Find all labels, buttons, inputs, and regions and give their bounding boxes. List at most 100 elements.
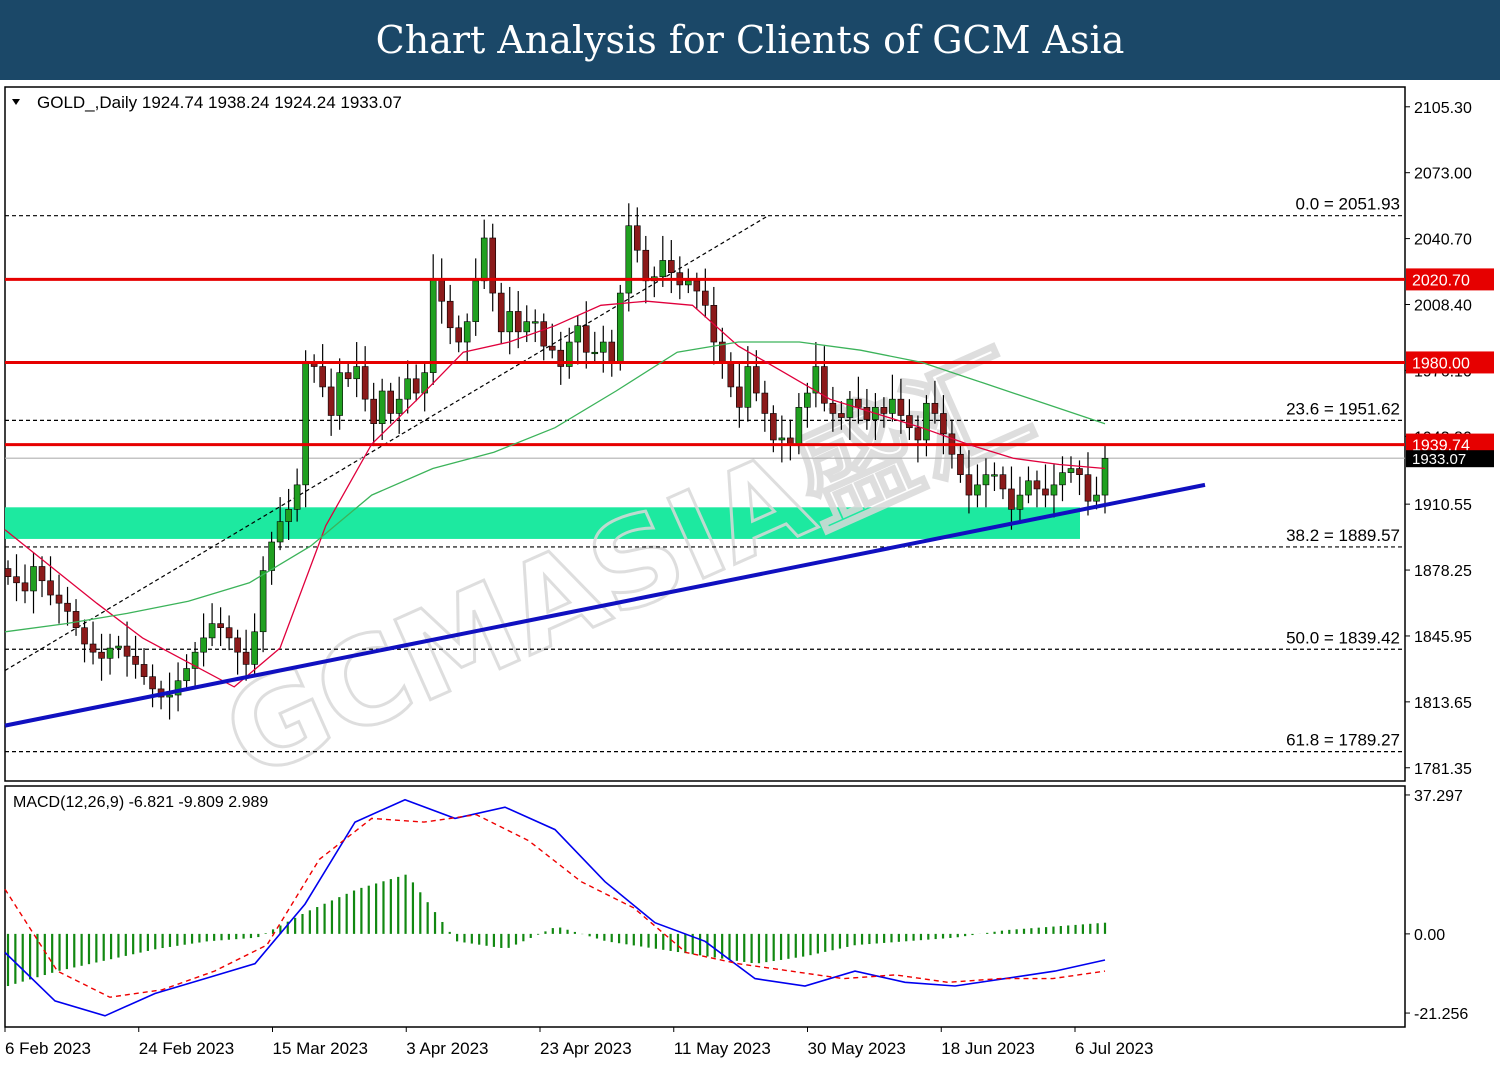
candle-body <box>268 541 275 571</box>
candle-body <box>242 651 250 665</box>
candle-body <box>140 664 148 677</box>
macd-tick-label: 37.297 <box>1414 788 1463 805</box>
support-trendline <box>4 482 1206 728</box>
candle-body <box>327 386 335 416</box>
candle-body <box>523 321 531 333</box>
date-tick-label: 23 Apr 2023 <box>540 1039 632 1058</box>
candle-body <box>319 366 326 388</box>
candle-body <box>81 627 88 645</box>
candle-body <box>821 366 828 404</box>
candle-body <box>38 566 46 582</box>
candle-body <box>480 237 488 282</box>
price-tick-label: 1813.65 <box>1414 695 1472 712</box>
fib-label: 50.0 = 1839.42 <box>1286 628 1400 647</box>
candle-body <box>846 398 854 418</box>
candle-body <box>778 437 786 441</box>
candle-body <box>608 341 616 363</box>
candle-body <box>208 623 216 639</box>
candle-body <box>1076 468 1083 475</box>
candle-body <box>999 474 1007 490</box>
candle-body <box>412 378 420 394</box>
date-tick-label: 15 Mar 2023 <box>273 1039 368 1058</box>
candle-body <box>421 372 428 394</box>
candle-body <box>1084 474 1092 502</box>
candle-body <box>965 474 973 496</box>
candle-body <box>191 651 199 669</box>
candle-body <box>344 372 352 380</box>
candle-body <box>217 623 224 628</box>
price-panel <box>4 86 1406 782</box>
candle-body <box>1008 488 1015 510</box>
candle-body <box>497 292 505 333</box>
candle-body <box>489 237 497 294</box>
fib-label: 23.6 = 1951.62 <box>1286 399 1400 418</box>
candle-body <box>642 249 650 282</box>
resistance-tag <box>1406 433 1494 456</box>
candle-body <box>361 366 369 400</box>
candle-body <box>736 386 743 408</box>
candle-body <box>548 345 556 351</box>
macd-panel <box>4 785 1406 1028</box>
candle-body <box>404 378 411 400</box>
fib-label: 38.2 = 1889.57 <box>1286 526 1400 545</box>
candle-body <box>591 351 599 355</box>
candle-body <box>685 280 692 286</box>
candle-body <box>940 413 947 435</box>
candle-body <box>863 407 871 420</box>
candle-body <box>889 398 896 414</box>
candle-body <box>991 474 998 477</box>
price-tick-label: 2105.30 <box>1414 100 1472 117</box>
candle-body <box>727 362 735 388</box>
candle-body <box>259 570 267 633</box>
candle-body <box>668 260 675 273</box>
candle-body <box>829 402 837 414</box>
candle-body <box>438 278 445 302</box>
candle-body <box>89 643 97 653</box>
candle-body <box>897 398 905 416</box>
date-tick-label: 18 Jun 2023 <box>941 1039 1035 1058</box>
candle-body <box>838 413 845 418</box>
chart-svg: GCMASIA盛汇 2105.302073.002040.702008.4019… <box>0 80 1500 1071</box>
candle-body <box>123 645 131 657</box>
current-price-tag <box>1406 450 1494 468</box>
candle-body <box>115 645 122 649</box>
candle-body <box>302 362 309 486</box>
candle-body <box>395 398 403 414</box>
candle-body <box>166 694 173 698</box>
title-bar: Chart Analysis for Clients of GCM Asia <box>0 0 1500 80</box>
candle-body <box>906 415 913 429</box>
candle-body <box>30 566 37 592</box>
date-tick-label: 6 Jul 2023 <box>1075 1039 1153 1058</box>
page-title: Chart Analysis for Clients of GCM Asia <box>375 18 1125 62</box>
candle-body <box>276 521 284 543</box>
resistance-tag-label: 1980.00 <box>1412 355 1470 372</box>
current-price-tag-label: 1933.07 <box>1412 451 1466 468</box>
date-tick-label: 11 May 2023 <box>674 1039 771 1058</box>
candle-body <box>812 366 820 394</box>
candle-body <box>931 402 939 414</box>
candle-body <box>1025 480 1032 496</box>
price-tick-label: 1910.55 <box>1414 497 1472 514</box>
candle-body <box>957 453 964 475</box>
candle-body <box>378 390 386 424</box>
candle-body <box>1050 484 1058 496</box>
candle-body <box>446 300 454 329</box>
dropdown-triangle-icon[interactable] <box>12 99 20 105</box>
date-tick-label: 3 Apr 2023 <box>406 1039 488 1058</box>
candle-body <box>149 676 156 690</box>
candle-body <box>1033 480 1041 490</box>
candle-body <box>183 668 190 682</box>
candle-body <box>293 484 301 510</box>
ma-green-line <box>4 341 1106 633</box>
price-tick-label: 1845.95 <box>1414 629 1472 646</box>
candle-body <box>72 611 80 628</box>
candle-body <box>13 576 20 584</box>
price-tick-label: 1878.25 <box>1414 563 1472 580</box>
price-tick-label: 2073.00 <box>1414 166 1472 183</box>
candle-body <box>463 321 471 343</box>
candle-body <box>98 651 105 659</box>
candle-body <box>251 631 258 665</box>
candle-body <box>770 413 777 441</box>
date-tick-label: 24 Feb 2023 <box>139 1039 234 1058</box>
candle-body <box>855 398 862 408</box>
